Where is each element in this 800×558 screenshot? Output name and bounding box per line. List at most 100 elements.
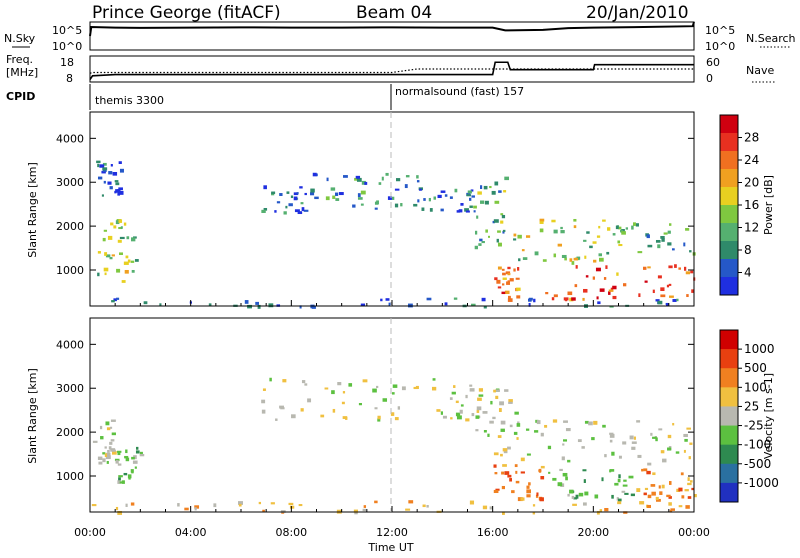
scatter-cell <box>123 222 127 226</box>
power-cb-tick-20: 20 <box>744 176 759 190</box>
scatter-cell <box>442 415 447 419</box>
scatter-cell <box>279 405 284 409</box>
scatter-cell <box>112 449 116 452</box>
scatter-cell <box>492 416 496 420</box>
colorbar-swatch <box>720 387 738 407</box>
time-tick-0800: 08:00 <box>275 526 307 539</box>
freq-right-tick-bottom: 0 <box>706 72 713 85</box>
scatter-cell <box>426 505 429 508</box>
scatter-cell <box>118 219 123 223</box>
scatter-cell <box>502 448 508 452</box>
scatter-cell <box>473 205 477 209</box>
scatter-cell <box>478 388 484 392</box>
scatter-cell <box>102 237 106 242</box>
scatter-cell <box>269 377 272 382</box>
colorbar-swatch <box>720 133 738 152</box>
scatter-cell <box>602 424 606 428</box>
scatter-cell <box>678 505 683 508</box>
power-scatter <box>96 160 696 309</box>
scatter-cell <box>335 198 340 201</box>
vel-cb-tick-25: 25 <box>744 399 759 413</box>
scatter-cell <box>614 482 619 486</box>
scatter-cell <box>669 481 672 485</box>
scatter-cell <box>275 418 278 421</box>
scatter-cell <box>469 500 475 505</box>
scatter-cell <box>444 302 448 306</box>
scatter-cell <box>465 210 470 213</box>
time-tick-1200: 12:00 <box>376 526 408 539</box>
scatter-cell <box>261 399 266 404</box>
scatter-cell <box>559 468 563 472</box>
scatter-cell <box>455 412 461 417</box>
scatter-cell <box>444 194 448 197</box>
scatter-cell <box>115 460 119 464</box>
velocity-scatter <box>91 377 697 515</box>
scatter-cell <box>618 474 621 479</box>
scatter-cell <box>454 188 458 193</box>
power-ytick-2000: 2000 <box>56 220 84 233</box>
velocity-colorbar-label: Velocity [m s-1] <box>762 373 775 459</box>
scatter-cell <box>96 160 101 164</box>
nsky-left-tick-bottom: 10^0 <box>52 40 82 53</box>
power-cb-tick-28: 28 <box>744 131 759 145</box>
scatter-cell <box>385 172 389 176</box>
nsky-line <box>89 21 695 37</box>
scatter-cell <box>274 210 277 213</box>
scatter-cell <box>392 384 398 388</box>
scatter-cell <box>564 257 567 261</box>
nsearch-label: N.Search <box>746 32 796 45</box>
scatter-cell <box>497 435 502 438</box>
scatter-cell <box>573 225 577 229</box>
velocity-colorbar-frame <box>719 329 739 503</box>
scatter-cell <box>671 248 675 251</box>
vel-cb-tick-100: 100 <box>744 380 767 394</box>
scatter-cell <box>117 463 122 466</box>
scatter-cell <box>117 480 121 484</box>
scatter-cell <box>571 495 575 499</box>
scatter-cell <box>520 471 525 474</box>
scatter-cell <box>97 456 103 460</box>
scatter-cell <box>561 456 565 461</box>
scatter-cell <box>540 432 544 437</box>
scatter-cell <box>124 269 129 274</box>
power-colorbar-ticks: 28 24 20 16 12 8 4 <box>738 131 759 280</box>
scatter-cell <box>374 500 378 504</box>
scatter-cell <box>97 272 100 277</box>
scatter-cell <box>676 298 679 302</box>
scatter-cell <box>617 478 621 483</box>
scatter-cell <box>660 287 665 292</box>
scatter-cell <box>680 472 684 476</box>
scatter-cell <box>515 480 520 484</box>
time-tick-2000: 20:00 <box>577 526 609 539</box>
velocity-ytick-2000: 2000 <box>56 426 84 439</box>
scatter-cell <box>262 388 266 391</box>
cpid-segment-2: normalsound (fast) 157 <box>395 85 524 98</box>
scatter-cell <box>101 194 104 197</box>
scatter-cell <box>483 185 488 190</box>
scatter-cell <box>437 194 442 199</box>
scatter-cell <box>497 286 502 289</box>
scatter-cell <box>508 401 513 404</box>
scatter-cell <box>553 253 557 258</box>
scatter-cell <box>489 185 492 189</box>
scatter-cell <box>139 453 145 457</box>
scatter-cell <box>337 382 342 386</box>
vel-cb-tick-1000: 1000 <box>744 342 775 356</box>
scatter-cell <box>125 457 130 462</box>
power-xaxis <box>89 300 695 306</box>
scatter-cell <box>134 466 137 469</box>
scatter-cell <box>584 420 589 424</box>
time-tick-2400: 00:00 <box>678 526 710 539</box>
scatter-cell <box>134 259 139 262</box>
scatter-cell <box>625 227 629 230</box>
scatter-cell <box>615 225 619 230</box>
scatter-cell <box>573 218 577 222</box>
scatter-cell <box>514 464 518 468</box>
scatter-cell <box>517 234 522 239</box>
scatter-cell <box>685 271 691 275</box>
scatter-cell <box>271 191 276 194</box>
scatter-cell <box>691 487 695 491</box>
scatter-cell <box>598 253 603 257</box>
scatter-cell <box>669 223 672 226</box>
colorbar-swatch <box>720 115 738 134</box>
